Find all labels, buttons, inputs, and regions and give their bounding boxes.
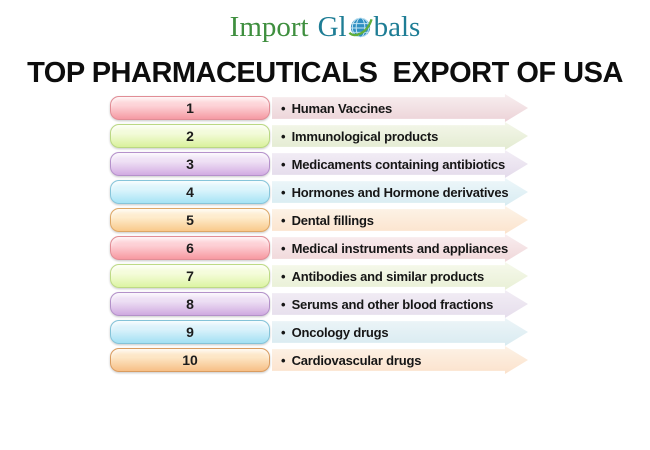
rank-badge: 7 — [110, 264, 270, 288]
list-item: 6 • Medical instruments and appliances — [110, 234, 528, 262]
bullet-icon: • — [281, 128, 286, 144]
rank-badge: 3 — [110, 152, 270, 176]
list-item: 3 • Medicaments containing antibiotics — [110, 150, 528, 178]
category-arrow: • Medicaments containing antibiotics — [272, 150, 528, 178]
rank-number: 10 — [182, 352, 198, 368]
rank-number: 7 — [186, 268, 194, 284]
brand-logo: Import Gl bals — [0, 0, 650, 53]
rank-badge: 6 — [110, 236, 270, 260]
category-label: Immunological products — [291, 128, 439, 144]
category-label: Oncology drugs — [291, 324, 389, 340]
list-item: 8 • Serums and other blood fractions — [110, 290, 528, 318]
category-arrow: • Antibodies and similar products — [272, 262, 528, 290]
category-label: Dental fillings — [291, 212, 374, 228]
bullet-icon: • — [281, 156, 286, 172]
category-arrow: • Serums and other blood fractions — [272, 290, 528, 318]
globe-icon — [348, 17, 373, 38]
list-item: 4 • Hormones and Hormone derivatives — [110, 178, 528, 206]
rank-number: 2 — [186, 128, 194, 144]
rank-badge: 5 — [110, 208, 270, 232]
rank-badge: 9 — [110, 320, 270, 344]
bullet-icon: • — [281, 324, 286, 340]
logo-word-import: Import — [229, 11, 309, 43]
rank-number: 8 — [186, 296, 194, 312]
category-arrow: • Medical instruments and appliances — [272, 234, 528, 262]
bullet-icon: • — [281, 296, 286, 312]
category-label: Cardiovascular drugs — [291, 352, 422, 368]
list-item: 7 • Antibodies and similar products — [110, 262, 528, 290]
bullet-icon: • — [281, 184, 286, 200]
rank-number: 5 — [186, 212, 194, 228]
list-item: 2 • Immunological products — [110, 122, 528, 150]
category-arrow: • Immunological products — [272, 122, 528, 150]
bullet-icon: • — [281, 100, 286, 116]
category-label: Hormones and Hormone derivatives — [291, 184, 509, 200]
rank-number: 3 — [186, 156, 194, 172]
rank-badge: 1 — [110, 96, 270, 120]
rank-number: 4 — [186, 184, 194, 200]
category-arrow: • Oncology drugs — [272, 318, 528, 346]
ranking-list: 1 • Human Vaccines 2 • Immunological pro… — [110, 94, 528, 374]
logo-word-globals-suffix: bals — [373, 11, 421, 43]
rank-badge: 2 — [110, 124, 270, 148]
bullet-icon: • — [281, 240, 286, 256]
category-label: Serums and other blood fractions — [291, 296, 494, 312]
rank-badge: 4 — [110, 180, 270, 204]
list-item: 5 • Dental fillings — [110, 206, 528, 234]
rank-badge: 8 — [110, 292, 270, 316]
bullet-icon: • — [281, 212, 286, 228]
list-item: 9 • Oncology drugs — [110, 318, 528, 346]
rank-badge: 10 — [110, 348, 270, 372]
rank-number: 1 — [186, 100, 194, 116]
category-arrow: • Cardiovascular drugs — [272, 346, 528, 374]
logo-word-globals-prefix: Gl — [317, 11, 347, 43]
rank-number: 6 — [186, 240, 194, 256]
bullet-icon: • — [281, 352, 286, 368]
category-arrow: • Dental fillings — [272, 206, 528, 234]
category-arrow: • Human Vaccines — [272, 94, 528, 122]
list-item: 10 • Cardiovascular drugs — [110, 346, 528, 374]
logo-word-globals: Gl bals — [318, 11, 421, 43]
category-label: Medicaments containing antibiotics — [291, 156, 506, 172]
category-label: Antibodies and similar products — [291, 268, 485, 284]
rank-number: 9 — [186, 324, 194, 340]
bullet-icon: • — [281, 268, 286, 284]
category-label: Medical instruments and appliances — [291, 240, 509, 256]
list-item: 1 • Human Vaccines — [110, 94, 528, 122]
category-arrow: • Hormones and Hormone derivatives — [272, 178, 528, 206]
category-label: Human Vaccines — [291, 100, 393, 116]
page-title: TOP PHARMACEUTICALS EXPORT OF USA — [27, 57, 623, 89]
